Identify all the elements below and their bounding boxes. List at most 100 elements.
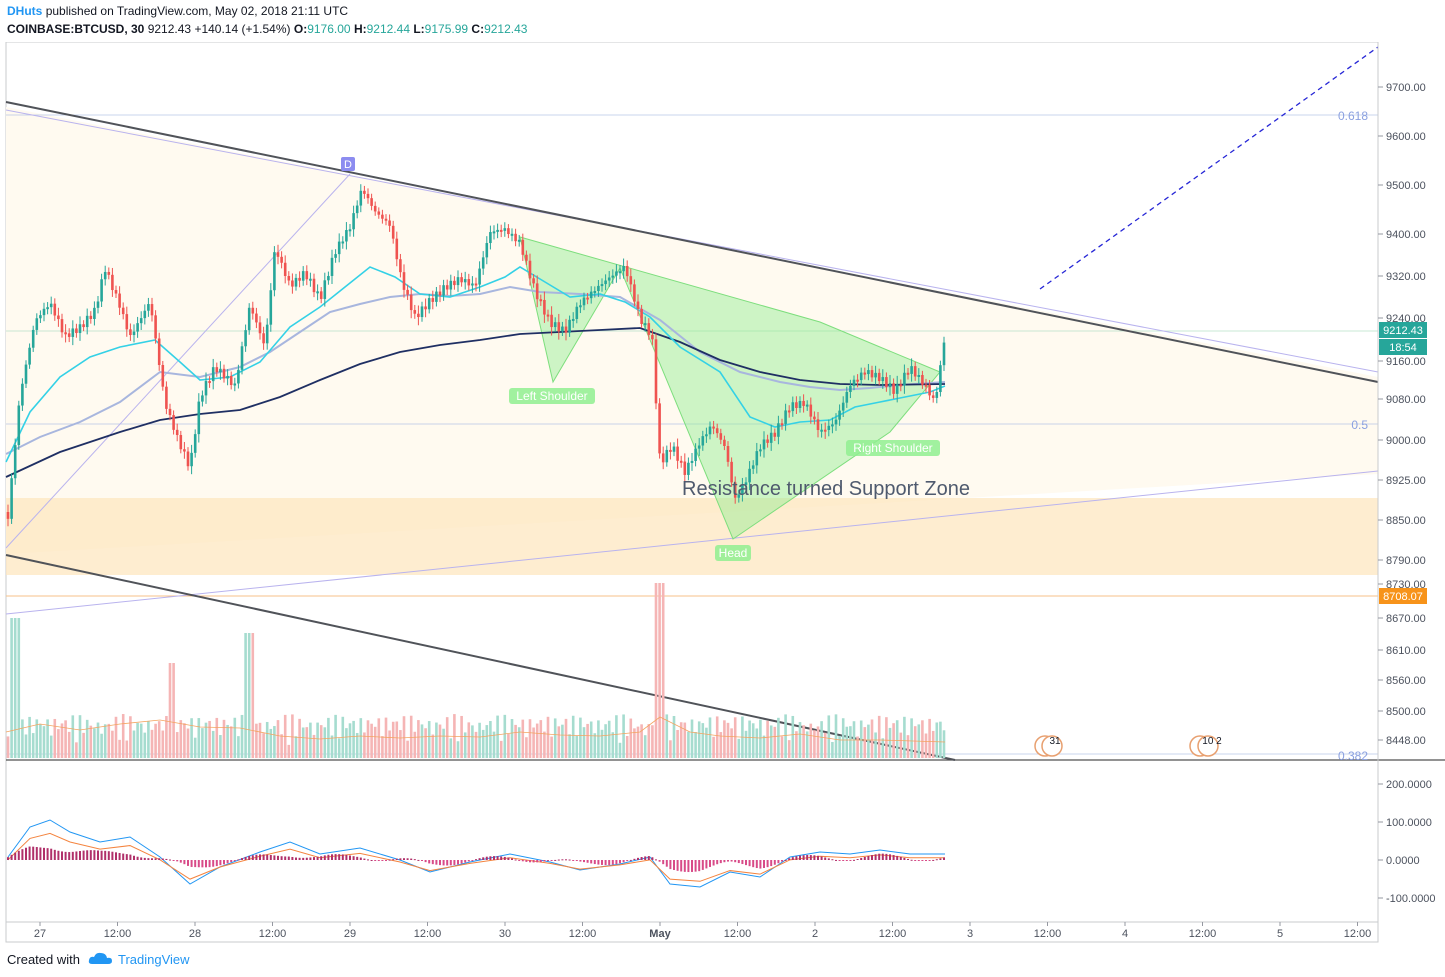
candle-body bbox=[928, 384, 931, 396]
macd-histogram-bar bbox=[262, 854, 265, 860]
volume-bar bbox=[114, 716, 118, 758]
volume-bar bbox=[13, 618, 17, 758]
event-marker-2[interactable]: 10 2 bbox=[1189, 735, 1222, 757]
macd-histogram-bar bbox=[863, 857, 866, 860]
candle-body bbox=[913, 366, 917, 377]
macd-histogram-bar bbox=[759, 860, 762, 869]
candle-body bbox=[701, 436, 705, 446]
macd-histogram-bar bbox=[773, 860, 776, 865]
macd-histogram-bar bbox=[43, 847, 45, 860]
macd-histogram-bar bbox=[255, 854, 258, 860]
macd-histogram-bar bbox=[68, 852, 71, 860]
macd-histogram-bar bbox=[388, 859, 391, 861]
volume-bar bbox=[654, 583, 658, 758]
macd-histogram-bar bbox=[795, 856, 798, 860]
volume-bar bbox=[93, 728, 96, 758]
macd-histogram-bar bbox=[507, 857, 510, 860]
candle-body bbox=[363, 190, 366, 194]
macd-histogram-bar bbox=[266, 854, 269, 860]
candle-body bbox=[298, 277, 301, 281]
candle-body bbox=[301, 271, 305, 281]
right-shoulder-label[interactable]: Right Shoulder bbox=[846, 440, 940, 456]
volume-bar bbox=[503, 714, 507, 758]
symbol-label[interactable]: COINBASE:BTCUSD, 30 bbox=[7, 22, 145, 36]
volume-bar bbox=[431, 734, 435, 758]
macd-histogram-bar bbox=[316, 856, 319, 860]
volume-bar bbox=[420, 724, 424, 758]
level-price-tag: 8708.07 bbox=[1379, 588, 1427, 604]
candle-body bbox=[449, 280, 453, 290]
last-price-tag: 9212.43 bbox=[1379, 322, 1427, 338]
macd-histogram-bar bbox=[471, 860, 474, 861]
volume-bar bbox=[193, 737, 197, 758]
macd-histogram-bar bbox=[345, 854, 348, 860]
chart-canvas[interactable]: D Left Shoulder Right Shoulder Head Resi… bbox=[0, 42, 1445, 944]
macd-histogram-bar bbox=[784, 859, 787, 861]
event-marker-1[interactable]: 31 bbox=[1034, 735, 1063, 757]
candle-body bbox=[481, 257, 485, 269]
candle-body bbox=[607, 277, 611, 281]
macd-histogram-bar bbox=[446, 860, 449, 866]
macd-histogram-bar bbox=[93, 850, 96, 860]
channel-lower-line[interactable] bbox=[5, 554, 956, 761]
macd-histogram-bar bbox=[89, 850, 92, 860]
macd-histogram-bar bbox=[827, 858, 830, 860]
time-axis[interactable]: 27 12:00 28 12:00 29 12:00 30 12:00 May 12:00 2 12:… bbox=[34, 922, 1371, 940]
volume-bar bbox=[269, 728, 273, 758]
macd-histogram-bar bbox=[745, 860, 747, 866]
candle-body bbox=[143, 310, 147, 319]
support-zone[interactable] bbox=[6, 498, 1378, 575]
projection-line[interactable] bbox=[1039, 46, 1379, 290]
candle-body bbox=[121, 307, 125, 315]
left-shoulder-label[interactable]: Left Shoulder bbox=[509, 388, 595, 404]
macd-histogram-bar bbox=[874, 854, 877, 860]
macd-histogram-bar bbox=[640, 857, 643, 860]
candle-body bbox=[903, 372, 906, 386]
candle-body bbox=[597, 285, 600, 292]
volume-bar bbox=[589, 721, 593, 758]
macd-histogram-bar bbox=[417, 859, 420, 861]
macd-histogram-bar bbox=[169, 859, 171, 861]
volume-bar bbox=[647, 724, 651, 758]
volume-bar bbox=[643, 735, 647, 758]
head-label[interactable]: Head bbox=[715, 545, 751, 561]
price-axis[interactable]: 9700.009600.009500.009400.009320.009240.… bbox=[1378, 82, 1426, 747]
volume-bar bbox=[762, 735, 766, 758]
macd-histogram-bar bbox=[723, 860, 726, 863]
macd-histogram-bar bbox=[421, 860, 423, 861]
macd-histogram-bar bbox=[601, 860, 603, 865]
candle-body bbox=[467, 279, 471, 286]
volume-bar bbox=[899, 732, 903, 758]
candle-body bbox=[665, 449, 669, 463]
macd-pane[interactable] bbox=[7, 819, 945, 888]
candle-body bbox=[615, 271, 618, 276]
macd-histogram-bar bbox=[241, 858, 243, 860]
candle-body bbox=[834, 419, 838, 425]
candle-body bbox=[46, 307, 49, 310]
price-tick-label: 9320.00 bbox=[1386, 271, 1426, 283]
tradingview-link[interactable]: TradingView bbox=[118, 952, 190, 967]
volume-bar bbox=[64, 720, 67, 758]
price-tick-label: 9600.00 bbox=[1386, 131, 1426, 143]
volume-bar bbox=[903, 716, 906, 758]
candlestick-series[interactable] bbox=[6, 184, 946, 527]
candle-body bbox=[881, 377, 885, 382]
macd-histogram-bar bbox=[565, 859, 567, 861]
author-link[interactable]: DHuts bbox=[7, 4, 43, 18]
high-label: H: bbox=[353, 22, 367, 36]
volume-bar bbox=[748, 720, 751, 758]
macd-histogram-bar bbox=[939, 858, 942, 860]
volume-bar bbox=[586, 723, 589, 758]
point-d-marker[interactable]: D bbox=[341, 157, 355, 171]
channel-upper-line[interactable] bbox=[5, 101, 1379, 383]
trendline-purple-3[interactable] bbox=[5, 470, 1379, 615]
volume-bar bbox=[17, 618, 21, 758]
zone-annotation[interactable]: Resistance turned Support Zone bbox=[682, 478, 970, 500]
candle-body bbox=[683, 461, 687, 475]
volume-bar bbox=[478, 722, 481, 758]
macd-axis[interactable]: 200.0000 100.0000 0.0000 -100.0000 bbox=[1378, 779, 1436, 905]
volume-bar bbox=[445, 717, 449, 758]
macd-histogram-bar bbox=[302, 857, 305, 860]
macd-histogram-bar bbox=[489, 856, 492, 860]
time-tick-label: 27 bbox=[34, 928, 46, 940]
